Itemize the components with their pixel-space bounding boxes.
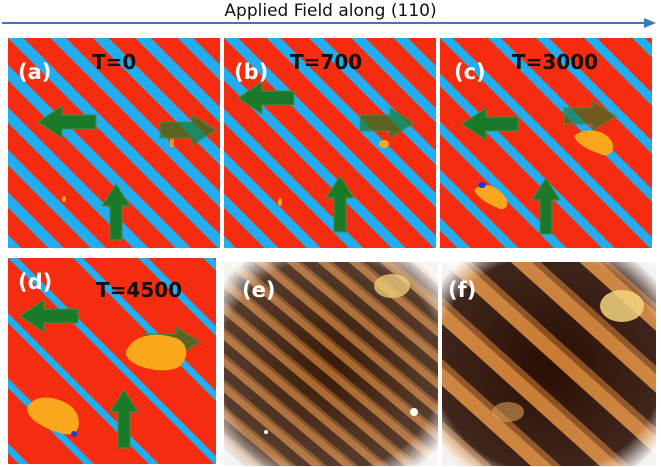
panel-d: (d) T=4500 [8,258,216,464]
domain-arrow-right-icon [359,107,415,139]
figure-title: Applied Field along (110) [224,1,437,21]
domain-arrow-left-icon [37,105,97,139]
panel-b: (b) T=700 [224,38,436,248]
panel-a-time: T=0 [92,50,137,74]
panel-f: (f) [442,262,656,466]
panel-a: (a) T=0 [8,38,220,248]
panel-b-label: (b) [234,60,269,84]
panel-b-stripes [224,38,436,248]
panel-e: (e) [224,262,438,466]
switched-domain [474,184,508,210]
panel-b-time: T=700 [290,50,363,74]
switched-domain [125,334,187,371]
panel-c-stripes [440,38,652,248]
figure-header: Applied Field along (110) [0,0,661,28]
panel-f-label: (f) [448,278,477,302]
panel-c-time: T=3000 [512,50,599,74]
switched-domain [27,397,79,435]
panel-e-label: (e) [242,278,276,302]
panel-d-time: T=4500 [96,278,183,302]
switched-domain [574,130,614,156]
domain-arrow-left-icon [237,81,295,115]
panel-e-micrograph [224,262,438,466]
panel-d-stripes [8,258,216,464]
panel-c: (c) T=3000 [440,38,652,248]
panel-d-label: (d) [18,270,53,294]
panel-c-label: (c) [454,60,486,84]
panel-a-stripes [8,38,220,248]
domain-arrow-up-icon [109,389,139,449]
domain-arrow-up-icon [531,177,561,235]
domain-arrow-up-icon [101,183,131,241]
nucleation-domain [379,140,389,148]
panel-f-micrograph [442,262,656,466]
domain-arrow-up-icon [325,175,355,233]
domain-arrow-left-icon [461,107,519,141]
panel-a-label: (a) [18,60,52,84]
domain-arrow-left-icon [19,299,79,333]
field-direction-arrow-icon [2,18,656,28]
domain-arrow-right-icon [159,114,217,146]
domain-arrow-right-icon [563,100,617,132]
